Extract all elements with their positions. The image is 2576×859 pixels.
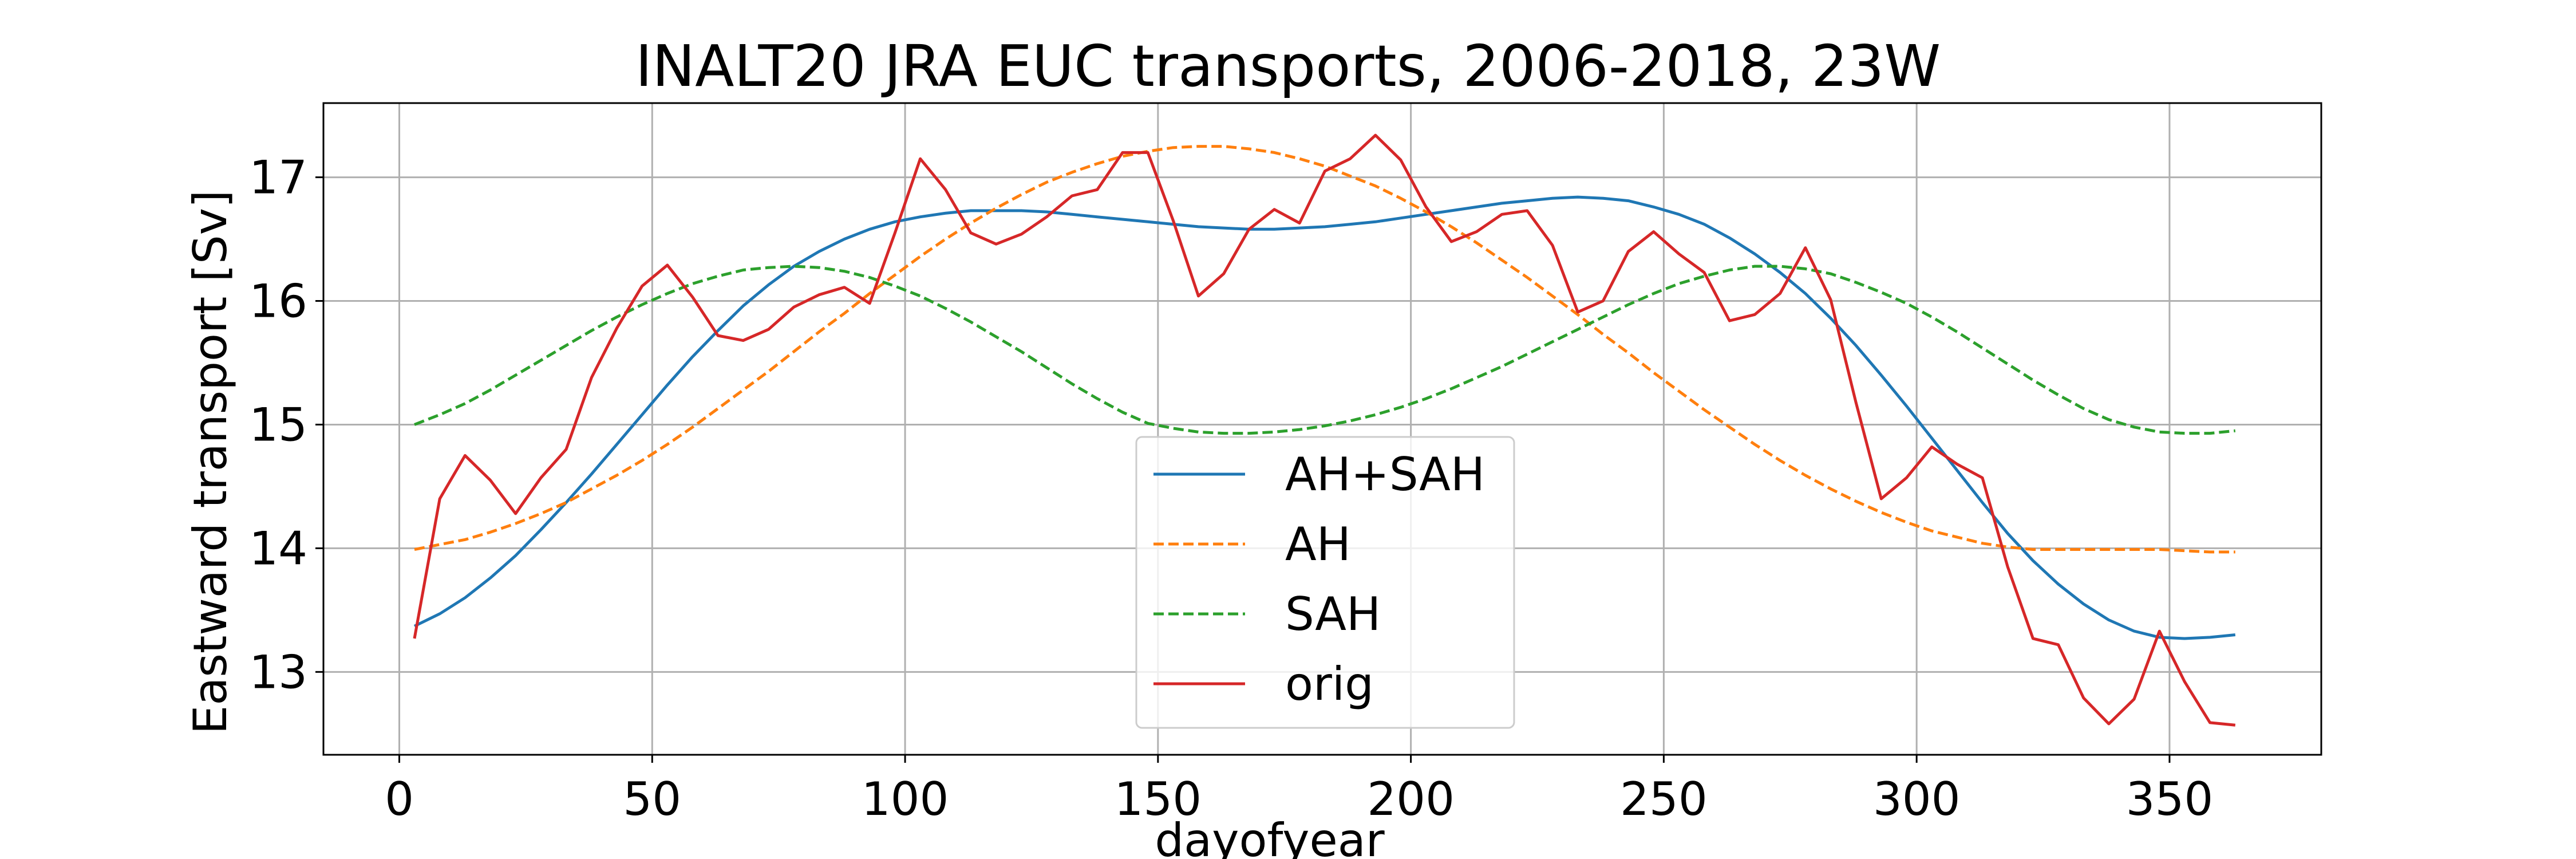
y-tick-label: 14 [249,522,307,575]
series-line-sah [414,265,2236,435]
legend-label: SAH [1285,588,1381,641]
chart-title: INALT20 JRA EUC transports, 2006-2018, 2… [635,33,1941,100]
x-tick-label: 250 [1620,773,1708,826]
x-tick-label: 350 [2126,773,2214,826]
y-tick-label: 17 [249,151,307,204]
y-tick-label: 16 [249,275,307,328]
axes-frame [322,102,2322,756]
x-tick-label: 0 [385,773,414,826]
series-group [413,133,2236,727]
legend: AH+SAH AH SAH orig [1135,436,1515,729]
legend-label: AH [1285,518,1351,571]
x-tick-label: 200 [1367,773,1455,826]
series-line-ah [414,145,2235,554]
y-tick-label: 13 [249,645,307,699]
legend-box [1135,436,1515,729]
plot-area: 0 50 100 150 200 250 300 350 13 14 15 16 17 AH+SAH AH S… [249,102,2322,826]
x-axis-label: dayofyear [1155,814,1384,859]
y-tick-label: 15 [249,398,307,451]
series-line-orig [413,133,2236,727]
legend-label: orig [1285,657,1374,711]
series-line-ah-sah [413,195,2236,640]
x-tick-label: 150 [1114,773,1202,826]
x-tick-label: 300 [1873,773,1961,826]
y-axis-label: Eastward transport [Sv] [184,190,237,734]
legend-label: AH+SAH [1285,448,1485,501]
x-tick-label: 100 [862,773,949,826]
x-tick-label: 50 [623,773,681,826]
